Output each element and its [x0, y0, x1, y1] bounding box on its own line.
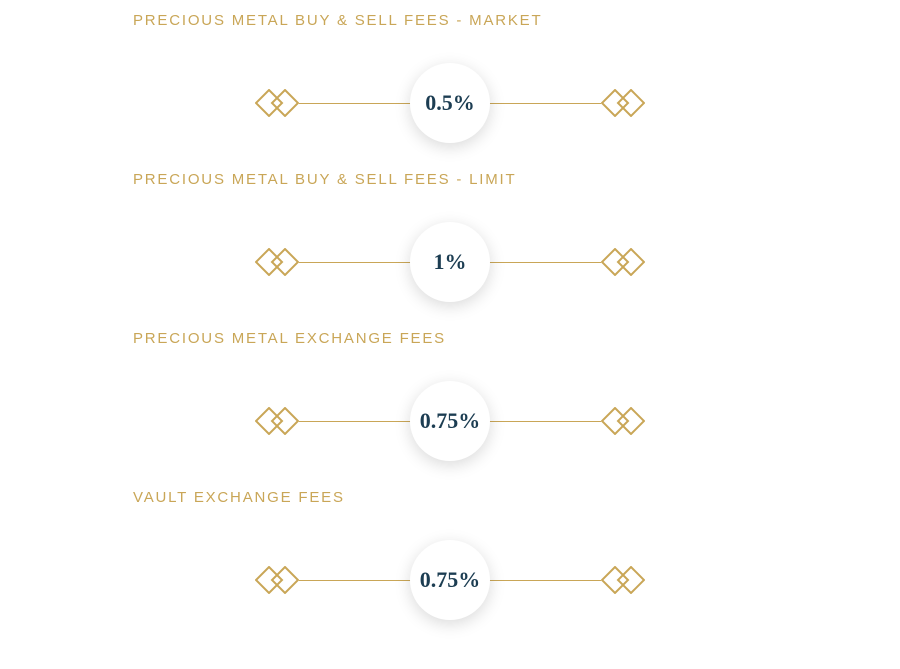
fee-value: 0.75% [420, 408, 481, 434]
fee-section: PRECIOUS METAL BUY & SELL FEES - LIMIT 1… [133, 171, 767, 302]
fee-section: VAULT EXCHANGE FEES 0.75% [133, 489, 767, 620]
fee-badge: 0.75% [410, 540, 490, 620]
diamond-icon [601, 407, 645, 435]
diamond-icon [255, 407, 299, 435]
diamond-icon [601, 89, 645, 117]
diamond-icon [601, 248, 645, 276]
fee-section: PRECIOUS METAL EXCHANGE FEES 0.75% [133, 330, 767, 461]
fee-value: 1% [434, 249, 467, 275]
fee-ornament: 0.5% [255, 89, 645, 117]
diamond-icon [255, 248, 299, 276]
fee-value: 0.5% [425, 90, 475, 116]
fee-badge: 1% [410, 222, 490, 302]
fee-ornament-row: 0.5% [133, 63, 767, 143]
fee-badge: 0.5% [410, 63, 490, 143]
fee-section-title: PRECIOUS METAL EXCHANGE FEES [133, 330, 767, 347]
fee-value: 0.75% [420, 567, 481, 593]
fee-section-title: PRECIOUS METAL BUY & SELL FEES - MARKET [133, 12, 767, 29]
diamond-icon [601, 566, 645, 594]
fee-ornament-row: 0.75% [133, 381, 767, 461]
fee-list: PRECIOUS METAL BUY & SELL FEES - MARKET … [0, 0, 900, 620]
fee-section-title: PRECIOUS METAL BUY & SELL FEES - LIMIT [133, 171, 767, 188]
fee-badge: 0.75% [410, 381, 490, 461]
fee-ornament-row: 1% [133, 222, 767, 302]
fee-section: PRECIOUS METAL BUY & SELL FEES - MARKET … [133, 12, 767, 143]
fee-ornament: 0.75% [255, 566, 645, 594]
fee-section-title: VAULT EXCHANGE FEES [133, 489, 767, 506]
diamond-icon [255, 566, 299, 594]
diamond-icon [255, 89, 299, 117]
fee-ornament: 0.75% [255, 407, 645, 435]
fee-ornament: 1% [255, 248, 645, 276]
fee-ornament-row: 0.75% [133, 540, 767, 620]
